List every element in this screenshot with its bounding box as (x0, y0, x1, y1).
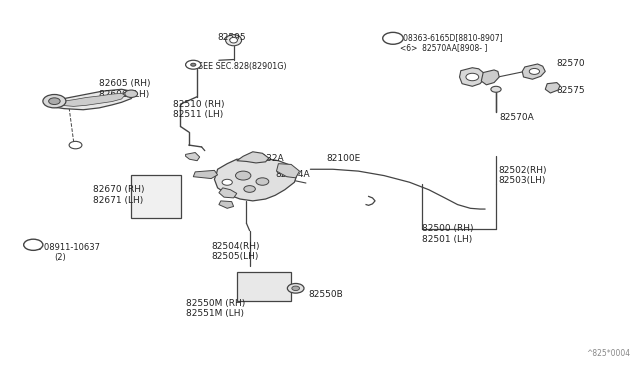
Polygon shape (219, 188, 237, 198)
Text: 82510 (RH): 82510 (RH) (173, 100, 224, 109)
Circle shape (529, 68, 540, 74)
Polygon shape (193, 170, 218, 179)
Polygon shape (48, 89, 134, 110)
Text: 82550B: 82550B (308, 290, 343, 299)
Circle shape (186, 60, 201, 69)
Text: 82550M (RH): 82550M (RH) (186, 299, 245, 308)
Text: SEE SEC.828(82901G): SEE SEC.828(82901G) (198, 62, 287, 71)
Text: 82606 (LH): 82606 (LH) (99, 90, 150, 99)
Circle shape (49, 98, 60, 105)
Circle shape (236, 171, 251, 180)
Circle shape (256, 178, 269, 185)
Text: 82532A: 82532A (250, 154, 284, 163)
Text: N 08911-10637: N 08911-10637 (35, 243, 100, 252)
Circle shape (24, 239, 43, 250)
Polygon shape (214, 158, 298, 201)
Text: S 08363-6165D[8810-8907]: S 08363-6165D[8810-8907] (396, 33, 502, 42)
Text: S: S (390, 34, 396, 43)
Text: 82575: 82575 (557, 86, 586, 94)
Polygon shape (545, 83, 560, 93)
Text: 82503(LH): 82503(LH) (498, 176, 545, 185)
Polygon shape (54, 93, 125, 106)
Circle shape (466, 73, 479, 81)
Text: 82100E: 82100E (326, 154, 361, 163)
Polygon shape (522, 64, 545, 79)
Text: 82500 (RH): 82500 (RH) (422, 224, 474, 233)
Text: 82501 (LH): 82501 (LH) (422, 235, 473, 244)
Text: 82502(RH): 82502(RH) (498, 166, 547, 175)
Circle shape (222, 179, 232, 185)
Circle shape (383, 32, 403, 44)
Circle shape (244, 186, 255, 192)
Text: 82504A: 82504A (275, 170, 310, 179)
Text: 82505(LH): 82505(LH) (211, 252, 259, 261)
Polygon shape (276, 164, 300, 178)
Text: 82570: 82570 (557, 59, 586, 68)
Bar (131, 175, 181, 218)
Text: N: N (30, 240, 36, 249)
Text: (2): (2) (54, 253, 66, 262)
Text: 82570A: 82570A (499, 113, 534, 122)
Text: 82670 (RH): 82670 (RH) (93, 185, 144, 194)
Polygon shape (219, 201, 234, 208)
Circle shape (191, 63, 196, 66)
Bar (237, 272, 291, 301)
Text: 82605 (RH): 82605 (RH) (99, 79, 150, 88)
Text: ^825*0004: ^825*0004 (586, 349, 630, 358)
Text: 82595: 82595 (218, 33, 246, 42)
Circle shape (292, 286, 300, 291)
Circle shape (287, 283, 304, 293)
Text: 82671 (LH): 82671 (LH) (93, 196, 143, 205)
Polygon shape (186, 153, 200, 161)
Polygon shape (481, 70, 499, 85)
Polygon shape (460, 68, 485, 86)
Text: 82511 (LH): 82511 (LH) (173, 110, 223, 119)
Circle shape (491, 86, 501, 92)
Ellipse shape (230, 37, 237, 43)
Text: <6>  82570AA[8908- ]: <6> 82570AA[8908- ] (400, 43, 488, 52)
Circle shape (69, 141, 82, 149)
Polygon shape (237, 152, 269, 163)
Text: 82504(RH): 82504(RH) (211, 242, 260, 251)
Circle shape (43, 94, 66, 108)
Text: 82551M (LH): 82551M (LH) (186, 309, 244, 318)
Circle shape (125, 90, 138, 97)
Ellipse shape (226, 35, 242, 46)
